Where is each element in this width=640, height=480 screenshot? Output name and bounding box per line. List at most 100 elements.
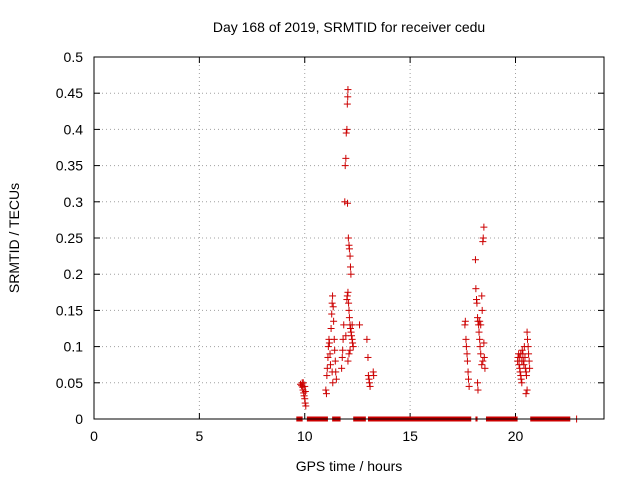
data-point — [339, 335, 347, 343]
data-point — [344, 234, 352, 242]
data-point — [517, 350, 525, 358]
data-point — [463, 350, 471, 358]
data-point — [524, 335, 531, 343]
data-point — [366, 382, 374, 390]
data-point — [323, 364, 331, 372]
data-point — [477, 350, 485, 358]
data-point — [464, 368, 472, 376]
data-point — [463, 357, 471, 365]
x-axis-ticks: 0 5 10 15 20 — [90, 57, 523, 444]
data-point — [525, 350, 533, 358]
data-point — [345, 306, 353, 314]
data-point — [365, 379, 373, 387]
data-point — [479, 234, 487, 242]
data-point — [526, 364, 534, 372]
data-point — [343, 100, 351, 108]
data-point — [301, 399, 309, 407]
data-point — [322, 390, 330, 398]
data-point — [465, 382, 473, 390]
data-point — [476, 343, 484, 351]
y-tick-label: 0.1 — [64, 339, 84, 355]
data-point — [330, 335, 338, 343]
data-point — [478, 306, 486, 314]
data-point — [462, 343, 470, 351]
data-point — [476, 335, 484, 343]
data-point — [524, 343, 532, 351]
data-point — [339, 346, 347, 354]
data-point — [522, 390, 530, 398]
data-point — [363, 335, 371, 343]
data-point — [346, 346, 354, 354]
x-tick-label: 20 — [508, 428, 524, 444]
data-point — [347, 270, 355, 278]
y-tick-label: 0 — [75, 411, 83, 427]
data-point — [345, 314, 353, 322]
data-point — [520, 361, 528, 369]
data-point — [329, 303, 337, 311]
data-point — [349, 339, 357, 347]
data-point — [474, 386, 482, 394]
data-point — [298, 382, 306, 390]
data-point — [348, 321, 356, 329]
data-point — [344, 357, 352, 365]
data-point — [480, 353, 488, 361]
data-point — [342, 129, 350, 137]
data-point — [476, 317, 484, 325]
data-point — [343, 292, 351, 300]
data-point — [523, 386, 531, 394]
data-point — [338, 353, 346, 361]
data-point — [343, 125, 351, 133]
y-tick-label: 0.35 — [56, 158, 83, 174]
data-point — [344, 86, 352, 94]
data-points — [296, 86, 581, 423]
data-point — [301, 382, 309, 390]
y-tick-label: 0.15 — [56, 302, 83, 318]
data-point — [342, 154, 350, 162]
y-tick-label: 0.25 — [56, 230, 83, 246]
x-tick-label: 5 — [195, 428, 203, 444]
data-point — [329, 379, 337, 387]
data-point — [327, 325, 335, 332]
data-point — [518, 346, 526, 354]
data-point — [340, 321, 348, 329]
data-point — [328, 368, 336, 376]
data-point — [478, 361, 486, 369]
data-point — [345, 299, 353, 307]
data-point — [332, 375, 340, 383]
data-point — [464, 375, 472, 383]
data-point — [522, 372, 530, 380]
data-point — [346, 263, 354, 271]
x-tick-label: 0 — [90, 428, 98, 444]
data-point — [344, 199, 352, 207]
data-point — [346, 325, 354, 332]
data-point — [518, 379, 526, 387]
data-point — [461, 317, 469, 325]
data-point — [302, 402, 310, 410]
data-point — [342, 332, 350, 340]
data-point — [523, 328, 531, 336]
data-point — [328, 310, 336, 318]
data-point — [356, 321, 364, 329]
data-point — [325, 339, 333, 347]
data-point — [331, 346, 339, 354]
data-point — [518, 357, 526, 365]
data-point — [481, 364, 489, 372]
data-point — [344, 93, 352, 101]
data-point — [480, 339, 488, 347]
data-point — [345, 350, 353, 358]
data-point — [324, 343, 332, 351]
data-point — [474, 379, 482, 387]
data-point — [479, 357, 487, 365]
grid-lines — [94, 57, 604, 419]
y-axis-ticks: 0 0.05 0.1 0.15 0.2 0.25 0.3 0.35 0.4 0.45 0.5 — [56, 49, 604, 427]
data-point — [480, 223, 488, 231]
data-point — [473, 299, 481, 307]
data-point — [329, 292, 337, 300]
y-axis-label: SRMTID / TECUs — [6, 183, 22, 293]
data-point — [517, 375, 525, 383]
data-point — [477, 321, 485, 329]
data-point — [300, 392, 308, 400]
x-axis-label: GPS time / hours — [296, 458, 403, 474]
plot-frame — [93, 56, 605, 420]
